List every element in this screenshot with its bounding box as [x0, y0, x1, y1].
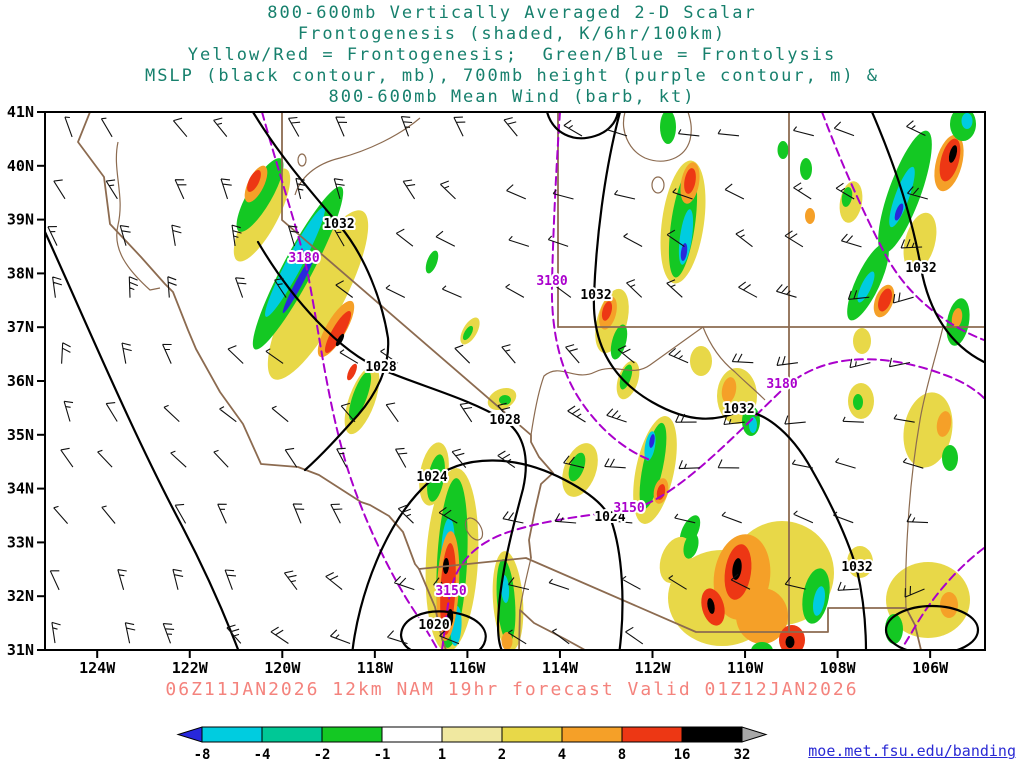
- wind-barbs: [47, 116, 929, 645]
- mslp-contour-label: 1020: [418, 618, 449, 633]
- title-line-3: Yellow/Red = Frontogenesis; Green/Blue =…: [187, 45, 837, 65]
- colorbar-cell: [321, 726, 383, 743]
- colorbar-cell: [561, 726, 623, 743]
- y-axis-label: 37N: [7, 318, 34, 336]
- mslp-contour-label: 1024: [416, 470, 447, 485]
- axis-labels: 41N 40N 39N 38N 37N 36N 35N 34N 33N 32N 31N 124W 122…: [7, 103, 949, 677]
- forecast-caption: 06Z11JAN2026 12km NAM 19hr forecast Vali…: [165, 679, 859, 700]
- height-contours: [261, 112, 985, 650]
- mslp-contour-label: 1032: [905, 261, 936, 276]
- contour-labels: 1032 1028 1028 1024 1024 1020 1032 1032 1032 1032…: [286, 215, 938, 635]
- title-line-4: MSLP (black contour, mb), 700mb height (…: [144, 66, 880, 86]
- title-line-2: Frontogenesis (shaded, K/6hr/100km): [297, 24, 727, 44]
- humboldt-river: [294, 117, 421, 196]
- mslp-contour-label: 1032: [841, 560, 872, 575]
- colorbar: -8 -4 -2 -1 1 2 4 8 16 32: [170, 722, 770, 768]
- colorbar-tick-label: 8: [618, 747, 626, 763]
- colorbar-cell: [621, 726, 683, 743]
- height-contour-label: 3150: [435, 584, 466, 599]
- wind-barb-field: [47, 116, 929, 645]
- colorbar-tick-label: -4: [254, 747, 271, 763]
- y-axis-label: 33N: [7, 533, 34, 551]
- x-axis-label: 108W: [820, 659, 857, 677]
- x-axis-label: 116W: [449, 659, 486, 677]
- y-axis-label: 36N: [7, 372, 34, 390]
- colorado-river-delta: [519, 557, 532, 611]
- height-contour-label: 3180: [766, 377, 797, 392]
- colorbar-tick-label: -2: [314, 747, 331, 763]
- height-contour-label: 3180: [536, 274, 567, 289]
- y-axis-label: 34N: [7, 480, 34, 498]
- height-contour-label: 3180: [288, 251, 319, 266]
- mslp-contour-label: 1032: [580, 288, 611, 303]
- x-axis-label: 114W: [542, 659, 579, 677]
- figure-title: 800-600mb Vertically Averaged 2-D Scalar…: [0, 3, 1024, 108]
- title-line-1: 800-600mb Vertically Averaged 2-D Scalar: [267, 3, 757, 23]
- x-axis-label: 118W: [357, 659, 394, 677]
- pyramid-lake: [297, 153, 307, 167]
- x-axis-label: 106W: [912, 659, 949, 677]
- colorbar-tick-label: 2: [498, 747, 506, 763]
- gulf-of-california-coast: [518, 609, 586, 650]
- colorbar-left-arrow: [176, 726, 203, 743]
- x-axis-label: 112W: [634, 659, 671, 677]
- credit: moe.met.fsu.edu/banding: [808, 742, 1016, 760]
- x-axis-label: 124W: [79, 659, 116, 677]
- colorbar-tick-label: 32: [734, 747, 751, 763]
- mexico-border: [418, 557, 922, 650]
- x-axis-label: 120W: [264, 659, 301, 677]
- title-line-5: 800-600mb Mean Wind (barb, kt): [328, 87, 696, 107]
- y-axis-label: 41N: [7, 103, 34, 121]
- height-contour-label: 3150: [613, 501, 644, 516]
- great-salt-lake: [623, 112, 692, 162]
- colorbar-tick-label: -1: [374, 747, 391, 763]
- colorbar-svg: -8 -4 -2 -1 1 2 4 8 16 32: [176, 726, 768, 763]
- colorbar-tick-label: -8: [194, 747, 211, 763]
- colorbar-cell: [381, 726, 443, 743]
- colorbar-tick-label: 4: [558, 747, 566, 763]
- y-axis-label: 35N: [7, 426, 34, 444]
- colorbar-tick-label: 16: [674, 747, 691, 763]
- mslp-contour-label: 1032: [323, 217, 354, 232]
- credit-link[interactable]: moe.met.fsu.edu/banding: [808, 742, 1016, 760]
- mslp-contour-label: 1024: [594, 510, 625, 525]
- mslp-contour-label: 1028: [489, 413, 520, 428]
- colorbar-cell: [681, 726, 743, 743]
- colorbar-cell: [261, 726, 323, 743]
- salton-sea: [464, 517, 484, 541]
- x-axis-label: 110W: [727, 659, 764, 677]
- colorado-river: [530, 326, 766, 436]
- utah-lake: [651, 176, 665, 194]
- mslp-contours: [45, 112, 985, 650]
- rio-grande: [905, 326, 944, 609]
- pacific-coastline: [77, 112, 447, 650]
- mslp-contour-label: 1032: [723, 402, 754, 417]
- y-axis-label: 38N: [7, 264, 34, 282]
- y-axis-label: 39N: [7, 211, 34, 229]
- x-axis-label: 122W: [172, 659, 209, 677]
- colorbar-cell: [441, 726, 503, 743]
- frontogenesis-shading: [233, 112, 976, 650]
- colorbar-right-arrow: [741, 726, 768, 743]
- colorbar-tick-label: 1: [438, 747, 446, 763]
- y-axis-label: 31N: [7, 641, 34, 659]
- mslp-contour-label: 1028: [365, 360, 396, 375]
- colorbar-cell: [501, 726, 563, 743]
- sacramento-river: [115, 141, 161, 291]
- y-axis-label: 40N: [7, 157, 34, 175]
- y-axis-label: 32N: [7, 587, 34, 605]
- colorbar-cell: [201, 726, 263, 743]
